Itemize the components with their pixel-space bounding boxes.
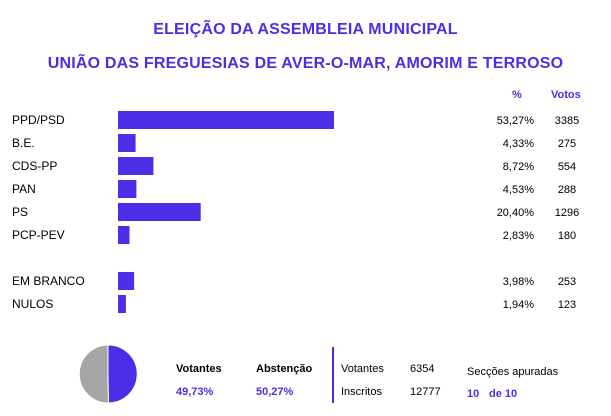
votes-label-pcp-pev: 180 — [558, 230, 576, 242]
votes-label-cds-pp: 554 — [558, 161, 576, 173]
votes-label-pan: 288 — [558, 184, 576, 196]
votantes-percent: 49,73% — [176, 386, 214, 398]
page-subtitle: UNIÃO DAS FREGUESIAS DE AVER-O-MAR, AMOR… — [47, 55, 564, 72]
page-title: ELEIÇÃO DA ASSEMBLEIA MUNICIPAL — [153, 21, 458, 38]
bar-pan — [118, 180, 137, 198]
percent-column-header: % — [512, 89, 522, 101]
percent-label-pcp-pev: 2,83% — [503, 230, 534, 242]
category-label-pcp-pev: PCP-PEV — [12, 228, 65, 242]
votes-label-b-e: 275 — [558, 138, 576, 150]
bar-em-branco — [118, 272, 135, 290]
category-label-b-e: B.E. — [12, 136, 35, 150]
bar-pcp-pev — [118, 226, 130, 244]
category-label-cds-pp: CDS-PP — [12, 159, 57, 173]
bar-b-e — [118, 134, 136, 152]
seccoes-total: de 10 — [489, 388, 518, 400]
seccoes-done: 10 — [467, 388, 480, 400]
votes-label-em-branco: 253 — [558, 276, 576, 288]
seccoes-label: Secções apuradas — [467, 366, 559, 378]
inscritos-count: 12777 — [410, 386, 441, 398]
votantes-count-label: Votantes — [341, 363, 384, 375]
category-label-em-branco: EM BRANCO — [12, 274, 85, 288]
percent-label-ps: 20,40% — [497, 207, 535, 219]
category-label-ps: PS — [12, 205, 28, 219]
abstencao-percent: 50,27% — [256, 386, 294, 398]
category-label-nulos: NULOS — [12, 297, 53, 311]
percent-label-em-branco: 3,98% — [503, 276, 534, 288]
pie-slice-abstencao — [78, 344, 109, 404]
percent-label-ppd-psd: 53,27% — [497, 115, 535, 127]
votes-column-header: Votos — [551, 89, 581, 101]
category-label-pan: PAN — [12, 182, 36, 196]
votes-label-nulos: 123 — [558, 299, 576, 311]
results-bar-chart: PPD/PSD 53,27% 3385 B.E. 4,33% 275 CDS-PP 8,72%… — [12, 111, 579, 313]
percent-label-pan: 4,53% — [503, 184, 534, 196]
summary-divider — [332, 347, 334, 403]
votes-label-ps: 1296 — [555, 207, 579, 219]
percent-label-nulos: 1,94% — [503, 299, 534, 311]
abstencao-heading: Abstenção — [256, 363, 313, 375]
bar-cds-pp — [118, 157, 154, 175]
turnout-pie-chart — [78, 344, 138, 404]
bar-nulos — [118, 295, 126, 313]
inscritos-label: Inscritos — [341, 386, 382, 398]
votantes-count: 6354 — [410, 363, 435, 375]
bar-ppd-psd — [118, 111, 334, 129]
votantes-heading: Votantes — [176, 363, 222, 375]
percent-label-b-e: 4,33% — [503, 138, 534, 150]
pie-slice-votantes — [107, 344, 138, 404]
bar-ps — [118, 203, 201, 221]
category-label-ppd-psd: PPD/PSD — [12, 113, 65, 127]
percent-label-cds-pp: 8,72% — [503, 161, 534, 173]
votes-label-ppd-psd: 3385 — [555, 115, 579, 127]
